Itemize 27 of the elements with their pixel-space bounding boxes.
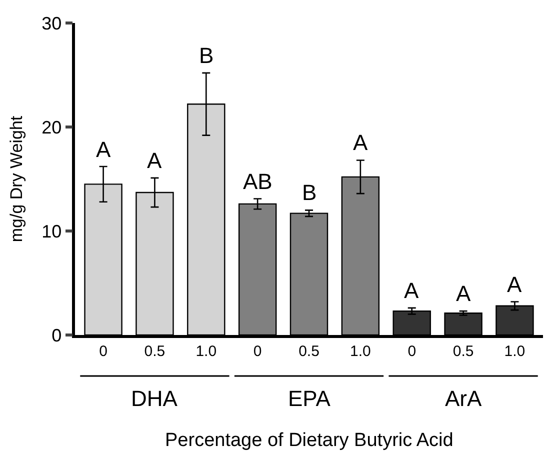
x-tick-label: 1.0 [350,342,371,360]
x-axis-title: Percentage of Dietary Butyric Acid [165,430,454,451]
x-tick-label: 0.5 [298,342,320,360]
data-label: A [456,281,471,306]
data-label: B [302,180,317,205]
data-label: A [353,130,368,155]
y-tick-label: 0 [52,325,62,346]
text: ArA [445,386,482,411]
text: DHA [131,386,178,411]
data-label: B [199,43,214,68]
y-tick-label: 10 [42,221,62,242]
data-label: A [507,272,522,297]
data-label: AB [243,169,272,194]
data-label: A [96,137,111,162]
text: EPA [288,386,331,411]
y-axis-title: mg/g Dry Weight [7,116,26,242]
data-label: A [404,278,419,303]
y-tick-label: 20 [42,117,62,138]
x-tick-label: 0 [99,342,108,360]
data-label: A [147,148,162,173]
x-tick-label: 0.5 [144,342,166,360]
y-tick-label: 30 [42,13,62,34]
x-tick-label: 1.0 [504,342,526,360]
x-tick-label: 1.0 [196,342,217,360]
x-tick-label: 0 [253,342,262,360]
x-tick-label: 0.5 [452,342,474,360]
x-tick-label: 0 [408,342,416,360]
